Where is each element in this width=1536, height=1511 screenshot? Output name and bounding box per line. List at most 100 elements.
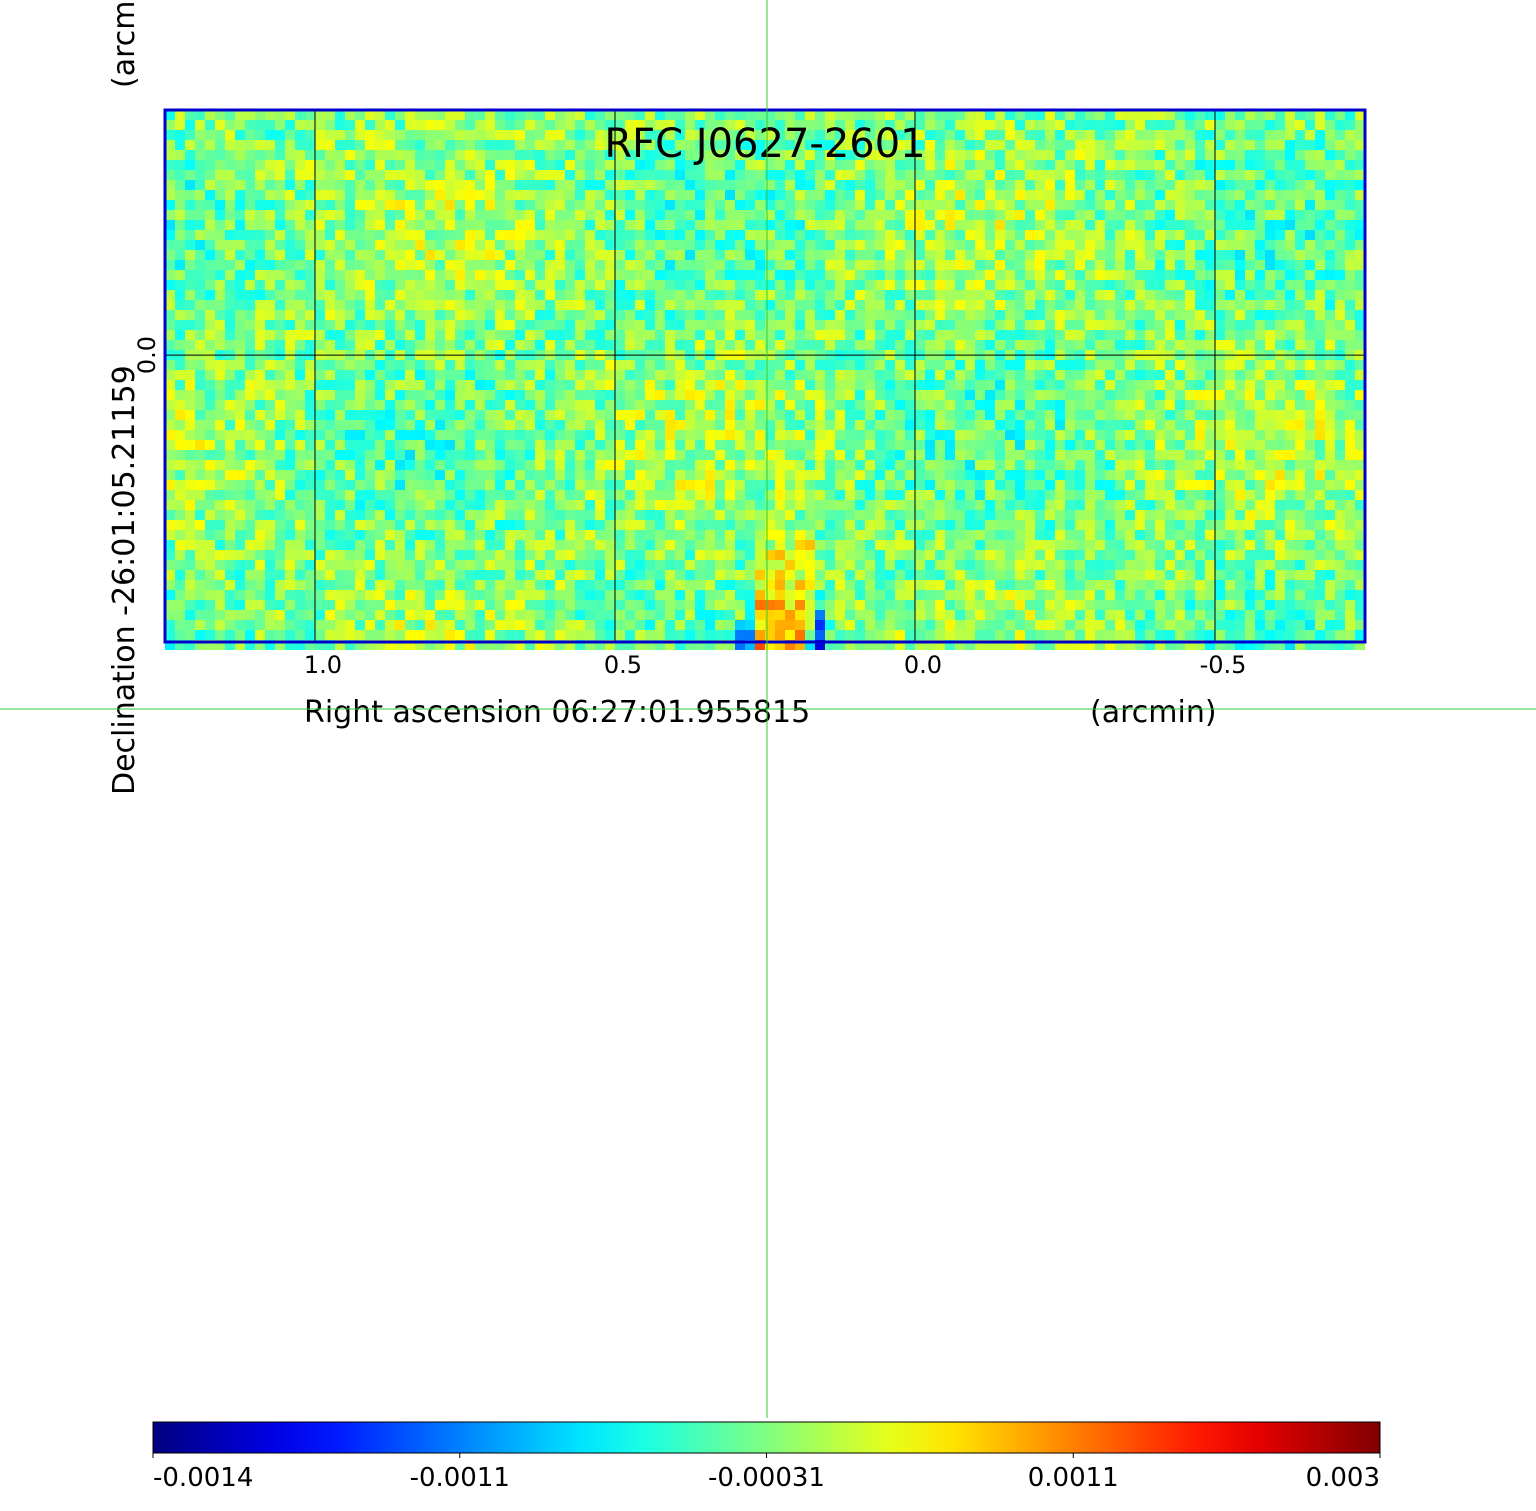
image-pixel [1105,300,1115,310]
image-pixel [1095,300,1105,310]
image-pixel [855,150,865,160]
image-pixel [1215,190,1225,200]
image-pixel [1045,340,1055,350]
image-pixel [435,400,445,410]
image-pixel [495,310,505,320]
image-pixel [1055,230,1065,240]
image-pixel [455,300,465,310]
image-pixel [365,510,375,520]
image-pixel [1135,360,1145,370]
image-pixel [1095,500,1105,510]
image-pixel [1015,360,1025,370]
image-pixel [475,520,485,530]
image-pixel [1355,430,1365,440]
image-pixel [585,140,595,150]
image-pixel [1205,290,1215,300]
image-pixel [695,320,705,330]
image-pixel [865,160,875,170]
image-pixel [215,410,225,420]
image-pixel [1185,160,1195,170]
image-pixel [425,280,435,290]
image-pixel [865,260,875,270]
image-pixel [805,250,815,260]
image-pixel [955,180,965,190]
image-pixel [835,370,845,380]
image-pixel [755,300,765,310]
image-pixel [1335,410,1345,420]
image-pixel [745,230,755,240]
image-pixel [585,520,595,530]
image-pixel [925,190,935,200]
image-pixel [1135,400,1145,410]
image-pixel [305,160,315,170]
image-pixel [315,520,325,530]
image-pixel [1285,120,1295,130]
image-pixel [695,330,705,340]
image-pixel [1275,200,1285,210]
image-pixel [435,370,445,380]
image-pixel [1065,170,1075,180]
image-pixel [515,120,525,130]
image-pixel [235,290,245,300]
image-pixel [515,520,525,530]
image-pixel [525,190,535,200]
image-pixel [1115,220,1125,230]
image-pixel [435,240,445,250]
image-pixel [175,170,185,180]
image-pixel [165,360,175,370]
image-pixel [395,290,405,300]
image-pixel [1065,300,1075,310]
image-pixel [865,370,875,380]
image-pixel [635,180,645,190]
image-pixel [445,250,455,260]
image-pixel [935,190,945,200]
image-pixel [565,340,575,350]
image-pixel [755,420,765,430]
image-pixel [1085,410,1095,420]
image-pixel [315,110,325,120]
image-pixel [1115,310,1125,320]
image-pixel [825,310,835,320]
image-pixel [525,340,535,350]
image-pixel [1005,110,1015,120]
image-pixel [1075,370,1085,380]
image-pixel [1085,490,1095,500]
image-pixel [735,460,745,470]
image-pixel [1205,380,1215,390]
image-pixel [385,430,395,440]
image-pixel [965,470,975,480]
image-pixel [185,290,195,300]
image-pixel [1185,270,1195,280]
image-pixel [825,140,835,150]
image-pixel [245,150,255,160]
image-pixel [165,160,175,170]
image-pixel [165,380,175,390]
image-pixel [1175,250,1185,260]
image-pixel [1255,300,1265,310]
image-pixel [975,480,985,490]
image-pixel [625,410,635,420]
image-pixel [315,190,325,200]
image-pixel [1125,280,1135,290]
image-pixel [915,180,925,190]
image-pixel [435,150,445,160]
image-pixel [1175,340,1185,350]
image-pixel [1155,500,1165,510]
image-pixel [1185,150,1195,160]
image-pixel [995,160,1005,170]
image-pixel [455,240,465,250]
image-pixel [955,360,965,370]
image-pixel [755,430,765,440]
image-pixel [215,220,225,230]
image-pixel [805,210,815,220]
image-pixel [965,180,975,190]
image-pixel [445,270,455,280]
image-pixel [915,190,925,200]
image-pixel [715,300,725,310]
image-pixel [1305,190,1315,200]
image-pixel [695,500,705,510]
image-pixel [275,330,285,340]
image-pixel [1095,200,1105,210]
image-pixel [1215,300,1225,310]
image-pixel [305,520,315,530]
